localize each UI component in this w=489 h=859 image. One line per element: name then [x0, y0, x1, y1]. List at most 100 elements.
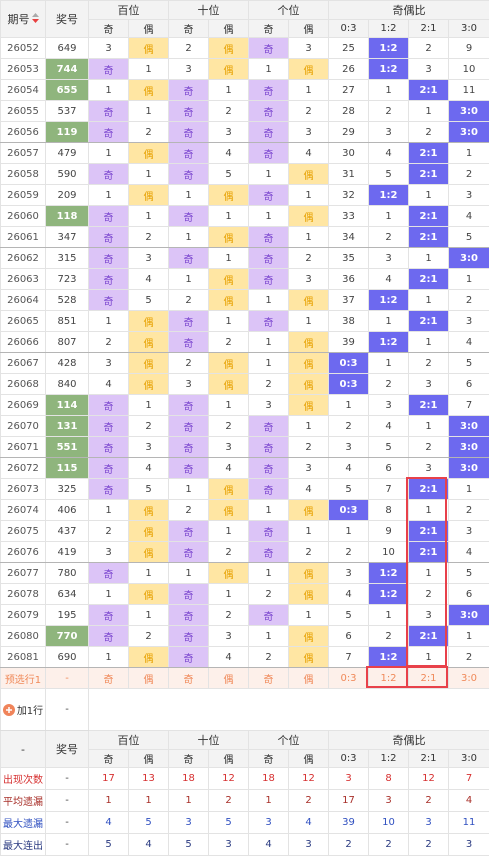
trend-cell: 4 [328, 457, 369, 479]
stats-value: 2 [408, 833, 449, 856]
trend-cell: 2 [208, 331, 249, 353]
trend-cell: 6 [368, 457, 409, 479]
draw-number: 131 [45, 415, 89, 437]
period: 26059 [0, 184, 46, 206]
preselect-row: 预选行1- 奇偶奇偶奇偶 0:3 1:2 2:1 3:0 [0, 667, 489, 689]
trend-cell: 11 [448, 79, 489, 101]
data-row: 26064 528 奇 5 2 偶 1 偶 37 1:2 1 2 [0, 289, 489, 311]
trend-cell: 偶 [208, 184, 249, 206]
trend-cell: 5 [328, 604, 369, 626]
sort-icon[interactable] [31, 13, 39, 23]
trend-cell: 6 [448, 583, 489, 605]
trend-cell: 奇 [88, 457, 129, 479]
data-row: 26067 428 3 偶 2 偶 1 偶 0:3 1 2 5 [0, 352, 489, 374]
draw-number: 419 [45, 541, 89, 563]
trend-cell: 奇 [248, 184, 289, 206]
trend-cell: 2 [168, 352, 209, 374]
sub-header: 奇 [168, 749, 209, 768]
trend-cell: 37 [328, 289, 369, 311]
trend-cell: 3 [248, 394, 289, 416]
trend-cell: 奇 [248, 604, 289, 626]
trend-cell: 偶 [208, 268, 249, 290]
draw-number: 723 [45, 268, 89, 290]
period: 26053 [0, 58, 46, 80]
trend-cell: 2 [168, 499, 209, 521]
period: 26077 [0, 562, 46, 584]
trend-cell: 偶 [128, 520, 169, 542]
stats-value: 8 [368, 767, 409, 790]
data-row: 26055 537 奇 1 奇 2 奇 2 28 2 1 3:0 [0, 100, 489, 122]
stats-value: 3 [368, 789, 409, 812]
trend-cell: 奇 [248, 37, 289, 59]
trend-cell: 3 [328, 562, 369, 584]
trend-cell: 偶 [128, 352, 169, 374]
draw-number: 119 [45, 121, 89, 143]
stats-value: 5 [168, 833, 209, 856]
trend-cell: 奇 [168, 310, 209, 332]
draw-number: 118 [45, 205, 89, 227]
trend-cell: 偶 [208, 289, 249, 311]
trend-cell: 3 [368, 394, 409, 416]
data-row: 26070 131 奇 2 奇 2 奇 1 2 4 1 3:0 [0, 415, 489, 437]
trend-cell: 1 [168, 478, 209, 500]
trend-cell: 1 [168, 562, 209, 584]
trend-cell: 10 [368, 541, 409, 563]
trend-cell: 5 [368, 436, 409, 458]
trend-cell: 奇 [88, 268, 129, 290]
trend-cell: 奇 [88, 289, 129, 311]
trend-cell: 1 [208, 310, 249, 332]
trend-cell: 0:3 [328, 352, 369, 374]
trend-cell: 2 [88, 520, 129, 542]
period: 26079 [0, 604, 46, 626]
stats-row: 出现次数 -17 13 18 12 18 12 3 8 12 7 [0, 767, 489, 790]
period: 26072 [0, 457, 46, 479]
trend-cell: 7 [368, 478, 409, 500]
stats-value: 4 [448, 789, 489, 812]
trend-cell: 1 [88, 499, 129, 521]
data-row: 26078 634 1 偶奇 1 2 偶 4 1:2 2 6 [0, 583, 489, 605]
trend-cell: 1 [168, 268, 209, 290]
draw-number: 690 [45, 646, 89, 668]
stats-value: 3 [168, 811, 209, 834]
add-row-value: - [45, 688, 89, 731]
trend-cell: 1 [208, 205, 249, 227]
add-row-button[interactable]: 加1行 [0, 688, 46, 731]
trend-cell: 偶 [288, 58, 329, 80]
trend-cell: 2 [128, 415, 169, 437]
draw-number: 195 [45, 604, 89, 626]
trend-cell: 2 [248, 646, 289, 668]
trend-cell: 3 [128, 247, 169, 269]
trend-cell: 偶 [128, 79, 169, 101]
preselect-cell: 奇 [88, 667, 129, 689]
stats-value: 1 [88, 789, 129, 812]
trend-cell: 7 [328, 646, 369, 668]
trend-cell: 奇 [248, 415, 289, 437]
trend-cell: 3 [208, 121, 249, 143]
trend-cell: 1 [248, 499, 289, 521]
trend-cell: 1 [88, 79, 129, 101]
trend-cell: 2:1 [408, 163, 449, 185]
header-row: 奇偶奇偶奇偶 0:3 1:2 2:1 3:0 [1, 749, 489, 768]
trend-cell: 1 [288, 520, 329, 542]
trend-cell: 1 [448, 142, 489, 164]
period: 26075 [0, 520, 46, 542]
draw-number: 537 [45, 100, 89, 122]
trend-cell: 1:2 [368, 646, 409, 668]
trend-cell: 3 [448, 184, 489, 206]
data-row: 26073 325 奇 5 1 偶奇 4 5 7 2:1 1 [0, 478, 489, 500]
trend-cell: 4 [288, 478, 329, 500]
trend-cell: 1 [168, 184, 209, 206]
trend-cell: 偶 [128, 541, 169, 563]
trend-cell: 3:0 [448, 436, 489, 458]
stats-value: 2 [288, 789, 329, 812]
sub-header: 偶 [288, 19, 329, 38]
trend-cell: 1 [208, 520, 249, 542]
trend-cell: 奇 [248, 436, 289, 458]
trend-cell: 7 [448, 394, 489, 416]
trend-cell: 2:1 [408, 79, 449, 101]
trend-cell: 偶 [288, 352, 329, 374]
trend-cell: 奇 [248, 457, 289, 479]
trend-cell: 偶 [288, 289, 329, 311]
trend-cell: 1 [448, 625, 489, 647]
sub-header: 偶 [128, 19, 169, 38]
